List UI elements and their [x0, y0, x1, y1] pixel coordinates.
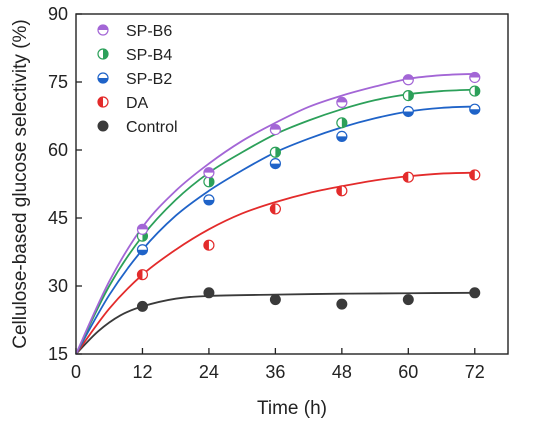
y-tick-label: 45 [48, 208, 68, 228]
data-point-sp-b4 [402, 89, 414, 102]
data-point-control [469, 287, 481, 299]
data-point-sp-b6 [336, 96, 348, 109]
y-tick-label: 90 [48, 4, 68, 24]
fit-line-sp-b2 [75, 105, 475, 355]
x-tick-label: 48 [332, 362, 352, 382]
legend-label-da: DA [126, 95, 149, 112]
y-tick-label: 30 [48, 276, 68, 296]
data-point-da [469, 169, 481, 181]
legend: SP-B6 SP-B4 SP-B2 DA Control [97, 23, 178, 136]
data-point-sp-b6 [203, 167, 215, 179]
data-point-da [336, 185, 348, 197]
data-point-sp-b2 [269, 158, 281, 170]
legend-label-sp-b6: SP-B6 [126, 23, 172, 40]
x-tick-label: 60 [398, 362, 418, 382]
y-axis-title: Cellulose-based glucose selectivity (%) [10, 19, 31, 348]
data-point-sp-b2 [469, 103, 481, 115]
y-tick-label: 60 [48, 140, 68, 160]
data-point-da [269, 203, 281, 215]
data-point-sp-b4 [469, 85, 481, 97]
data-point-control [203, 287, 215, 299]
legend-marker-sp-b2 [97, 72, 109, 84]
fit-line-da [75, 171, 475, 355]
data-point-sp-b2 [136, 244, 149, 256]
data-points [136, 71, 481, 312]
axes: 0 12 24 36 48 60 72 15 30 45 60 75 90 [48, 4, 485, 382]
legend-label-sp-b2: SP-B2 [126, 71, 172, 88]
data-point-da [136, 269, 149, 281]
data-point-sp-b6 [136, 223, 149, 235]
legend-label-control: Control [126, 119, 178, 136]
y-tick-label: 75 [48, 72, 68, 92]
x-axis-title: Time (h) [257, 398, 327, 419]
data-point-da [203, 239, 215, 251]
data-point-control [336, 298, 348, 310]
legend-marker-sp-b4 [97, 48, 109, 60]
data-point-sp-b6 [402, 74, 414, 86]
plot-frame [75, 13, 509, 355]
data-point-control [402, 294, 414, 306]
legend-marker-da [97, 96, 109, 108]
x-tick-label: 12 [132, 362, 152, 382]
data-point-sp-b2 [336, 130, 348, 142]
y-tick-label: 15 [48, 344, 68, 364]
data-point-sp-b2 [402, 105, 414, 118]
fit-line-control [75, 291, 475, 355]
x-tick-label: 72 [465, 362, 485, 382]
plot-area [75, 13, 509, 355]
data-point-sp-b6 [469, 71, 481, 84]
data-point-sp-b4 [336, 117, 348, 129]
legend-marker-control [97, 120, 109, 132]
data-point-sp-b6 [269, 124, 281, 136]
data-point-control [136, 300, 148, 312]
data-point-sp-b4 [269, 146, 281, 158]
x-tick-label: 24 [199, 362, 219, 382]
data-point-sp-b2 [203, 194, 215, 206]
data-point-control [269, 294, 281, 306]
x-tick-label: 0 [71, 362, 81, 382]
x-tick-label: 36 [265, 362, 285, 382]
legend-label-sp-b4: SP-B4 [126, 47, 172, 64]
legend-marker-sp-b6 [97, 24, 109, 36]
data-point-da [402, 171, 414, 183]
